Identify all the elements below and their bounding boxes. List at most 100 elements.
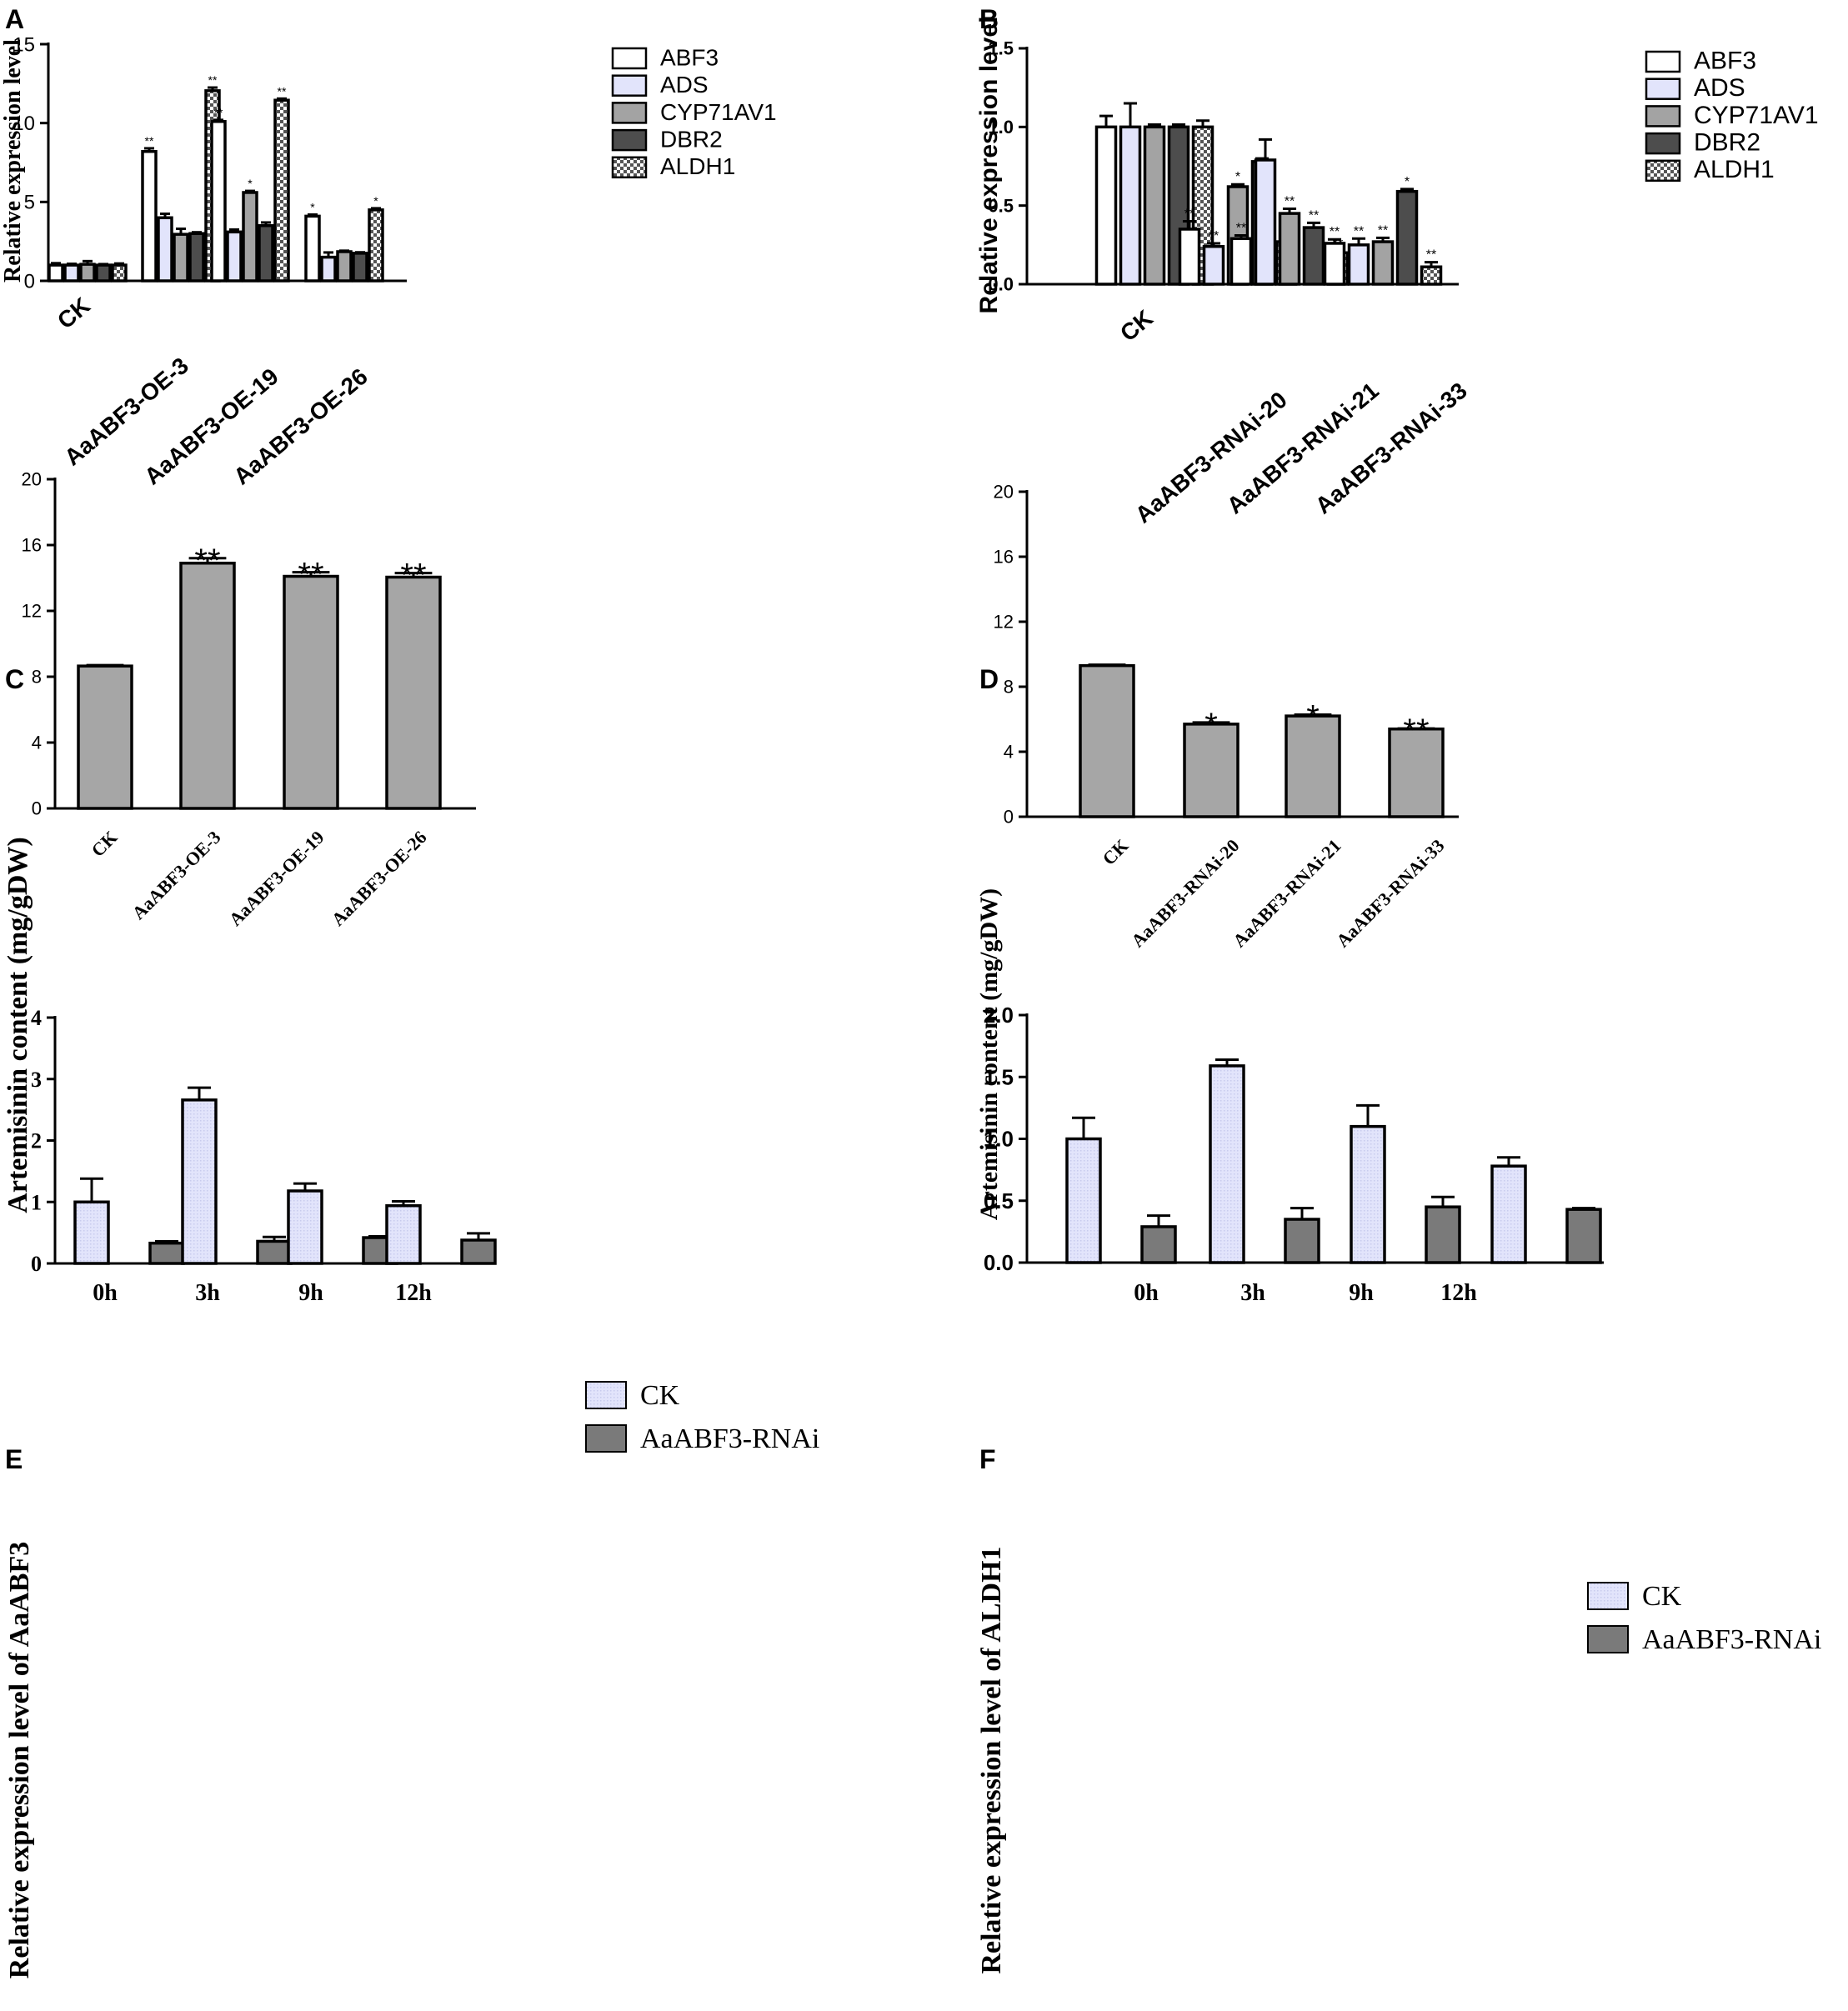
- y-tick-label: 1.0: [984, 1127, 1014, 1152]
- y-axis-label: Relative expression level: [0, 39, 26, 283]
- bar-ads: [1202, 244, 1225, 286]
- bar-abf3: [1178, 228, 1201, 286]
- x-tick-label: AaABF3-RNAi-33: [1310, 378, 1472, 519]
- y-tick-label: 0: [32, 798, 42, 819]
- x-tick-label: 12h: [1440, 1280, 1477, 1306]
- bar-dbr2: [95, 263, 112, 283]
- bar-aaabf3-rnai: [1284, 1218, 1320, 1264]
- legend-label: ABF3: [660, 44, 719, 70]
- bar-ck: [1350, 1124, 1386, 1264]
- x-tick-label: AaABF3-OE-3: [128, 827, 224, 923]
- legend-swatch: [1645, 50, 1681, 73]
- panel-label: C: [5, 664, 24, 694]
- bar-ads: [226, 230, 243, 283]
- legend-swatch: [1645, 78, 1681, 100]
- significance-marker: **: [1426, 248, 1436, 263]
- significance-marker: *: [310, 200, 315, 213]
- significance-marker: **: [400, 558, 426, 594]
- y-tick-label: 10: [13, 113, 35, 135]
- significance-marker: *: [1235, 170, 1240, 184]
- bar-aaabf3-rnai: [1425, 1205, 1461, 1264]
- legend-label: CK: [640, 1380, 680, 1411]
- x-tick-label: CK: [1099, 835, 1133, 869]
- bar-aaabf3-rnai: [1140, 1225, 1177, 1264]
- bar-ck: [1065, 1137, 1102, 1264]
- x-tick-label: AaABF3-RNAi-33: [1332, 835, 1449, 952]
- legend-label: ADS: [660, 72, 709, 98]
- significance-marker: **: [145, 134, 154, 148]
- significance-marker: *: [373, 194, 378, 208]
- panel-label: B: [979, 4, 999, 34]
- significance-marker: **: [1285, 194, 1295, 208]
- significance-marker: **: [1209, 229, 1219, 243]
- legend-label: CYP71AV1: [660, 99, 777, 125]
- bar-cyp71av1: [1371, 240, 1395, 286]
- bar-ads: [1254, 158, 1277, 286]
- panel-f: F Relative expression level of ALDH1 0.0…: [976, 1003, 1821, 1973]
- y-tick-label: 2: [31, 1129, 42, 1153]
- bar-cyp71av1: [1278, 212, 1301, 286]
- bar-artemisinin-content: [1079, 663, 1135, 818]
- bar-ads: [1347, 243, 1370, 286]
- x-tick-label: CK: [53, 293, 95, 334]
- bar-abf3: [1229, 237, 1253, 286]
- y-tick-label: 0.0: [984, 1250, 1014, 1275]
- significance-marker: **: [1378, 223, 1388, 238]
- legend-swatch: [1645, 159, 1681, 183]
- legend: CK AaABF3-RNAi: [585, 1380, 819, 1454]
- bar-abf3: [1323, 242, 1346, 286]
- panel-label: A: [5, 4, 24, 34]
- y-tick-label: 1.5: [988, 38, 1014, 59]
- y-tick-label: 20: [22, 469, 42, 490]
- bar-dbr2: [352, 252, 368, 283]
- panel-label: E: [5, 1444, 23, 1474]
- bar-aldh1: [1420, 265, 1443, 286]
- bar-aaabf3-rnai: [460, 1238, 497, 1265]
- legend-swatch: [611, 156, 648, 179]
- bar-abf3: [210, 120, 227, 283]
- y-tick-label: 4: [31, 1006, 42, 1030]
- bar-ck: [1209, 1064, 1245, 1264]
- y-tick-label: 4: [1004, 742, 1014, 763]
- bar-aaabf3-rnai: [1565, 1208, 1602, 1264]
- y-tick-label: 15: [13, 33, 35, 56]
- x-tick-label: 3h: [1240, 1280, 1265, 1306]
- bar-cyp71av1: [79, 263, 96, 283]
- significance-marker: *: [248, 177, 253, 190]
- bar-cyp71av1: [336, 250, 353, 283]
- y-tick-label: 5: [24, 192, 35, 214]
- bar-ck: [73, 1200, 110, 1265]
- y-tick-label: 16: [994, 547, 1014, 568]
- legend-swatch: [611, 128, 648, 152]
- significance-marker: **: [194, 543, 220, 579]
- significance-marker: **: [1354, 224, 1364, 238]
- x-tick-label: 0h: [1134, 1280, 1159, 1306]
- x-tick-label: AaABF3-RNAi-21: [1229, 835, 1345, 952]
- y-tick-label: 0.0: [988, 274, 1014, 295]
- bar-ads: [157, 216, 173, 283]
- y-tick-label: 2.0: [984, 1003, 1014, 1028]
- x-tick-label: CK: [88, 827, 122, 861]
- legend-label: CYP71AV1: [1694, 102, 1819, 129]
- significance-marker: *: [1306, 699, 1320, 736]
- x-tick-label: 0h: [93, 1280, 118, 1306]
- y-tick-label: 0: [1004, 807, 1014, 828]
- legend-label: ALDH1: [660, 153, 735, 179]
- panel-e: E Relative expression level of AaABF3 0 1…: [4, 1006, 819, 1978]
- bar-aldh1: [368, 208, 384, 283]
- y-tick-label: 0: [31, 1252, 42, 1276]
- bar-cyp71av1: [173, 233, 189, 283]
- x-tick-label: AaABF3-RNAi-21: [1222, 378, 1384, 519]
- significance-marker: **: [1184, 208, 1194, 222]
- bar-artemisinin-content: [1285, 714, 1341, 818]
- y-tick-label: 1.5: [984, 1064, 1014, 1089]
- significance-marker: **: [1309, 208, 1319, 223]
- x-tick-label: AaABF3-OE-26: [328, 827, 431, 930]
- bar-abf3: [48, 263, 64, 283]
- bar-ads: [1119, 125, 1142, 286]
- bar-aldh1: [111, 263, 128, 283]
- bar-ck: [287, 1189, 323, 1265]
- y-tick-label: 4: [32, 733, 42, 753]
